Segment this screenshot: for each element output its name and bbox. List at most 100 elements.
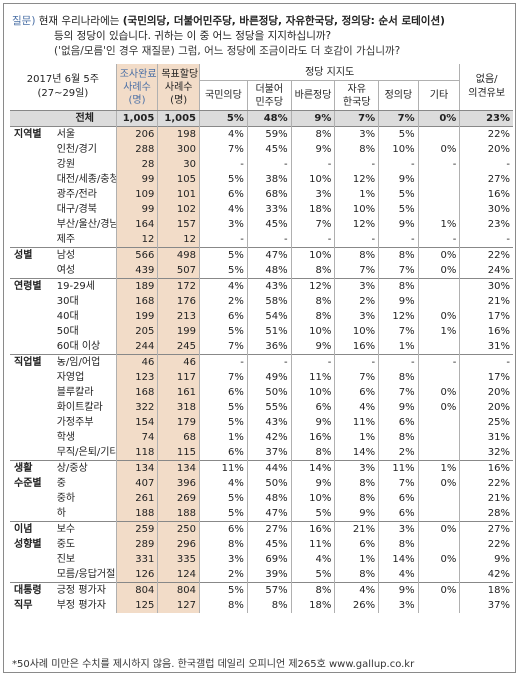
table-cell: 5% [199, 263, 248, 279]
row-group-label [10, 187, 54, 202]
weighted-size-header: 목표할당 사례수 (명) [157, 64, 200, 111]
table-cell: 8% [199, 537, 248, 552]
table-cell: 3% [334, 126, 379, 142]
row-group-label: 생활 [10, 460, 54, 476]
table-cell: 4% [378, 567, 419, 583]
table-cell: 9% [378, 217, 419, 232]
table-cell: 22% [459, 537, 513, 552]
row-label: 제주 [56, 234, 76, 245]
sample-size-header: 조사완료 사례수 (명) [115, 64, 158, 111]
table-cell: 6% [199, 385, 248, 400]
table-cell: 0% [417, 582, 460, 598]
table-cell: - [459, 354, 513, 370]
table-cell: 407 [115, 476, 158, 491]
table-cell: 57% [246, 582, 292, 598]
table-cell: 39% [246, 567, 292, 583]
table-cell: 17% [459, 309, 513, 324]
row-label: 부정 평가자 [56, 600, 106, 611]
table-cell: 134 [157, 460, 200, 476]
table-row: 광주/전라 109 101 6% 68% 3% 1% 5% 16% [10, 187, 513, 202]
row-group-label [10, 430, 54, 445]
table-cell: 396 [157, 476, 200, 491]
table-cell: 289 [115, 537, 158, 552]
table-cell: 3% [378, 598, 419, 613]
table-cell: 7% [334, 110, 379, 127]
table-cell: 3% [378, 521, 419, 537]
table-cell: 164 [115, 217, 158, 232]
table-cell: 25% [459, 415, 513, 430]
row-label: 중도 [56, 539, 76, 550]
table-cell: 4% [199, 126, 248, 142]
row-group-label [10, 400, 54, 415]
table-row: 가정주부 154 179 5% 43% 9% 11% 6% 25% [10, 415, 513, 430]
table-cell: 8% [334, 247, 379, 263]
col-party-1: 국민의당 [199, 80, 248, 111]
table-cell: 0% [417, 247, 460, 263]
table-cell: 118 [115, 445, 158, 461]
col-party-4: 자유 한국당 [334, 80, 379, 111]
table-row: 모름/응답거절 126 124 2% 39% 5% 8% 4% 42% [10, 567, 513, 583]
table-cell: 7% [290, 217, 335, 232]
row-label: 40대 [56, 311, 79, 322]
table-cell: 18% [290, 202, 335, 217]
row-group-label [10, 232, 54, 248]
table-cell: 105 [157, 172, 200, 187]
table-row: 이념 보수 259 250 6% 27% 16% 21% 3% 0% 27% [10, 521, 513, 537]
survey-date-header: 2017년 6월 5주 (27~29일) [10, 64, 117, 111]
table-cell: 12% [378, 309, 419, 324]
row-label: 서울 [53, 126, 117, 142]
table-cell: 8% [246, 598, 292, 613]
table-cell: 11% [290, 370, 335, 385]
table-cell: 9% [290, 476, 335, 491]
table-cell [417, 430, 460, 445]
table-row: 인천/경기 288 300 7% 45% 9% 8% 10% 0% 20% [10, 142, 513, 157]
table-cell: 6% [199, 445, 248, 461]
table-cell: 18% [290, 598, 335, 613]
table-cell: 2% [378, 445, 419, 461]
table-cell: 10% [378, 142, 419, 157]
table-cell: 10% [290, 247, 335, 263]
table-cell: 9% [290, 110, 335, 127]
table-cell: 16% [334, 339, 379, 355]
table-cell: 21% [459, 491, 513, 506]
table-body: 전체 1,005 1,005 5% 48% 9% 7% 7% 0% 23% 지역별 서울 206 198 4… [10, 110, 513, 613]
table-cell: 102 [157, 202, 200, 217]
table-cell: 16% [459, 324, 513, 339]
row-label: 자영업 [56, 372, 85, 383]
table-cell: 16% [459, 460, 513, 476]
table-cell: 42% [246, 430, 292, 445]
table-cell: 8% [378, 537, 419, 552]
table-cell: 6% [199, 521, 248, 537]
table-cell [417, 294, 460, 309]
table-cell: 0% [417, 385, 460, 400]
table-cell: 5% [199, 400, 248, 415]
table-cell: - [290, 157, 335, 172]
table-cell: 804 [157, 582, 200, 598]
table-cell: 259 [115, 521, 158, 537]
table-cell: 46 [157, 354, 200, 370]
table-row: 블루칼라 168 161 6% 50% 10% 6% 7% 0% 20% [10, 385, 513, 400]
table-cell: 45% [246, 217, 292, 232]
table-cell: 5% [199, 110, 248, 127]
table-cell: 11% [199, 460, 248, 476]
table-cell: 199 [115, 309, 158, 324]
table-cell: 0% [417, 110, 460, 127]
table-cell: 134 [115, 460, 158, 476]
table-row: 30대 168 176 2% 58% 8% 2% 9% 21% [10, 294, 513, 309]
table-row: 직무 부정 평가자 125 127 8% 8% 18% 26% 3% 37% [10, 598, 513, 613]
table-cell: 8% [334, 142, 379, 157]
row-group-label: 성향별 [14, 539, 42, 550]
table-cell: - [290, 232, 335, 248]
row-label: 보수 [53, 521, 117, 537]
table-cell: 157 [157, 217, 200, 232]
table-cell [417, 567, 460, 583]
table-cell [417, 506, 460, 522]
table-cell: 99 [115, 202, 158, 217]
table-cell: 288 [115, 142, 158, 157]
table-cell: 0% [417, 552, 460, 567]
row-label: 여성 [56, 265, 76, 276]
table-cell: 24% [459, 263, 513, 279]
table-cell: 23% [459, 110, 513, 127]
table-cell: 47% [246, 247, 292, 263]
table-cell: 45% [246, 142, 292, 157]
